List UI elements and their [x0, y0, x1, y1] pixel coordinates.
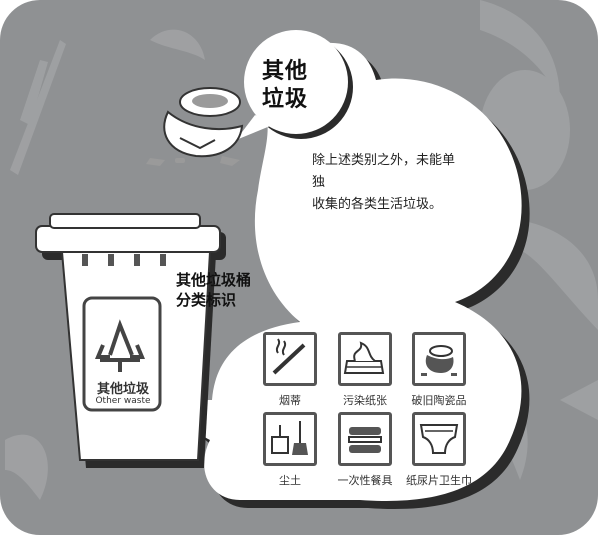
bin-title-line-1: 其他垃圾桶: [176, 271, 252, 289]
takeout-box-icon: [348, 427, 382, 453]
tissue-box-tile: [338, 332, 392, 386]
dustpan-broom-tile: [263, 412, 317, 466]
bin-title-line-2: 分类标识: [176, 291, 237, 309]
cigarette-icon: [272, 338, 306, 375]
item-label-2: 破旧陶瓷品: [411, 394, 467, 407]
item-label-4: 一次性餐具: [337, 474, 393, 487]
broken-ceramics-tile: [412, 332, 466, 386]
description: 除上述类别之外，未能单独 收集的各类生活垃圾。: [312, 150, 462, 216]
item-label-5: 纸尿片卫生巾: [406, 474, 472, 487]
takeout-box-tile: [338, 412, 392, 466]
cigarette-tile: [263, 332, 317, 386]
dustpan-broom-icon: [271, 421, 308, 455]
title-line-2: 垃圾: [262, 87, 309, 112]
tissue-box-icon: [343, 341, 385, 374]
item-label-3: 尘土: [279, 474, 301, 487]
broken-ceramics-icon: [421, 345, 457, 376]
description-line-1: 除上述类别之外，未能单独: [312, 153, 456, 190]
bin-label-english: Other waste: [95, 396, 151, 406]
item-label-1: 污染纸张: [343, 394, 387, 407]
bin-label-chinese: 其他垃圾: [96, 382, 149, 397]
description-line-2: 收集的各类生活垃圾。: [312, 197, 443, 212]
other-waste-symbol-icon: [95, 319, 145, 372]
item-label-0: 烟蒂: [279, 394, 301, 407]
bin-sign-title: 其他垃圾桶 分类标识: [176, 270, 276, 310]
page-title: 其他 垃圾: [262, 58, 332, 114]
diaper-icon: [419, 424, 459, 454]
title-line-1: 其他: [262, 59, 309, 84]
diaper-tile: [412, 412, 466, 466]
